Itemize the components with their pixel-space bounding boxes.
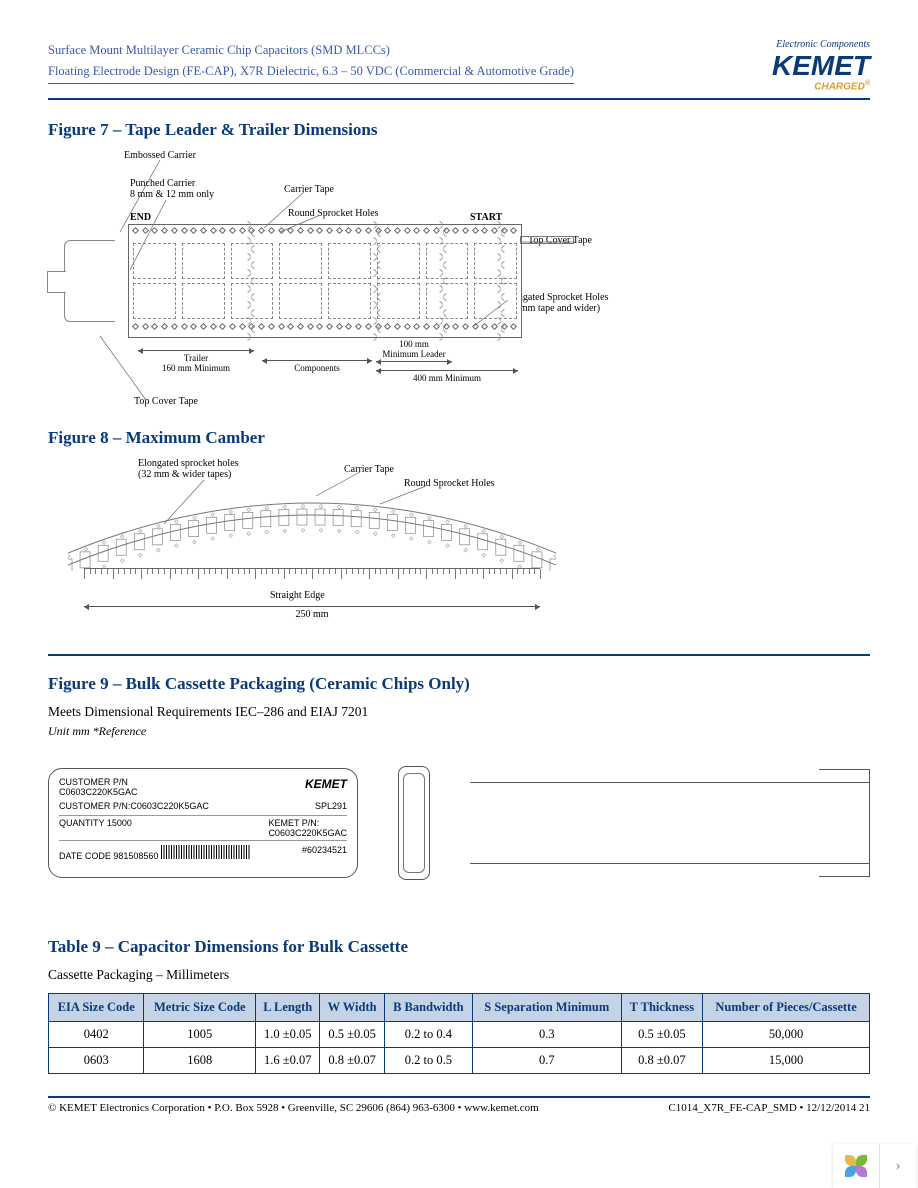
lbl-straight: Straight Edge <box>270 590 325 601</box>
table-col-header: L Length <box>256 994 320 1022</box>
header-text: Surface Mount Multilayer Ceramic Chip Ca… <box>48 40 574 84</box>
figure9-unit: Unit mm *Reference <box>48 724 870 739</box>
lbl-top-cover-bl: Top Cover Tape <box>134 396 198 407</box>
table-row: 060316081.6 ±0.070.8 ±0.070.2 to 0.50.70… <box>49 1048 870 1074</box>
table-header-row: EIA Size CodeMetric Size CodeL LengthW W… <box>49 994 870 1022</box>
cassette-side-profile <box>398 766 430 880</box>
figure9-subtitle: Meets Dimensional Requirements IEC–286 a… <box>48 704 870 720</box>
cassette-label-graphic: CUSTOMER P/NC0603C220K5GAC KEMET CUSTOME… <box>48 768 358 878</box>
ruler <box>84 568 540 589</box>
page-footer: © KEMET Electronics Corporation • P.O. B… <box>48 1102 870 1114</box>
dim-leader-total: 400 mm Minimum <box>376 368 518 383</box>
table-row: 040210051.0 ±0.050.5 ±0.050.2 to 0.40.30… <box>49 1022 870 1048</box>
section-rule-1 <box>48 654 870 656</box>
page-header: Surface Mount Multilayer Ceramic Chip Ca… <box>48 40 870 92</box>
table-col-header: Metric Size Code <box>144 994 256 1022</box>
lbl-carrier-8: Carrier Tape <box>344 464 394 475</box>
table9-subtitle: Cassette Packaging – Millimeters <box>48 967 870 983</box>
table9-title: Table 9 – Capacitor Dimensions for Bulk … <box>48 937 870 957</box>
header-line1: Surface Mount Multilayer Ceramic Chip Ca… <box>48 40 574 61</box>
figure9-title: Figure 9 – Bulk Cassette Packaging (Cera… <box>48 674 870 694</box>
footer-right: C1014_X7R_FE-CAP_SMD • 12/12/2014 21 <box>668 1102 870 1114</box>
header-rule <box>48 98 870 100</box>
lbl-punched: Punched Carrier 8 mm & 12 mm only <box>130 178 214 200</box>
lbl-elong-8: Elongated sprocket holes (32 mm & wider … <box>138 458 239 480</box>
header-line2: Floating Electrode Design (FE-CAP), X7R … <box>48 61 574 83</box>
page-nav-widget[interactable]: › <box>833 1144 916 1188</box>
table-col-header: S Separation Minimum <box>472 994 621 1022</box>
logo-text: KEMET <box>772 52 870 80</box>
lbl-end: END <box>130 212 151 223</box>
dim-250: 250 mm <box>84 606 540 620</box>
dim-min-leader: 100 mm Minimum Leader <box>376 339 452 364</box>
figure7-title: Figure 7 – Tape Leader & Trailer Dimensi… <box>48 120 870 140</box>
end-hub-graphic <box>64 240 115 322</box>
logo-tagline-top: Electronic Components <box>772 40 870 50</box>
footer-rule <box>48 1096 870 1098</box>
next-page-button[interactable]: › <box>880 1144 916 1188</box>
table9: EIA Size CodeMetric Size CodeL LengthW W… <box>48 993 870 1074</box>
table-col-header: B Bandwidth <box>384 994 472 1022</box>
lbl-embossed: Embossed Carrier <box>124 150 196 161</box>
top-cover-tape-graphic <box>520 236 574 244</box>
dim-trailer: Trailer 160 mm Minimum <box>138 348 254 373</box>
table-col-header: T Thickness <box>621 994 703 1022</box>
dim-components: Components <box>262 358 372 373</box>
lbl-carrier-tape: Carrier Tape <box>284 184 334 195</box>
table-col-header: Number of Pieces/Cassette <box>703 994 870 1022</box>
cambered-tape <box>68 483 556 571</box>
logo-tagline-bottom: CHARGED® <box>772 80 870 92</box>
tape-body <box>128 224 522 338</box>
lbl-round-sprocket: Round Sprocket Holes <box>288 208 379 219</box>
figure8-title: Figure 8 – Maximum Camber <box>48 428 870 448</box>
footer-left: © KEMET Electronics Corporation • P.O. B… <box>48 1102 539 1114</box>
cassette-top-view <box>470 782 870 864</box>
figure9-diagram: CUSTOMER P/NC0603C220K5GAC KEMET CUSTOME… <box>48 753 870 893</box>
kemet-logo: Electronic Components KEMET CHARGED® <box>772 40 870 92</box>
figure8-diagram: Elongated sprocket holes (32 mm & wider … <box>54 458 584 638</box>
leaf-icon[interactable] <box>833 1144 880 1188</box>
figure7-diagram: Embossed Carrier Punched Carrier 8 mm & … <box>54 150 654 410</box>
table-col-header: W Width <box>320 994 384 1022</box>
table-col-header: EIA Size Code <box>49 994 144 1022</box>
